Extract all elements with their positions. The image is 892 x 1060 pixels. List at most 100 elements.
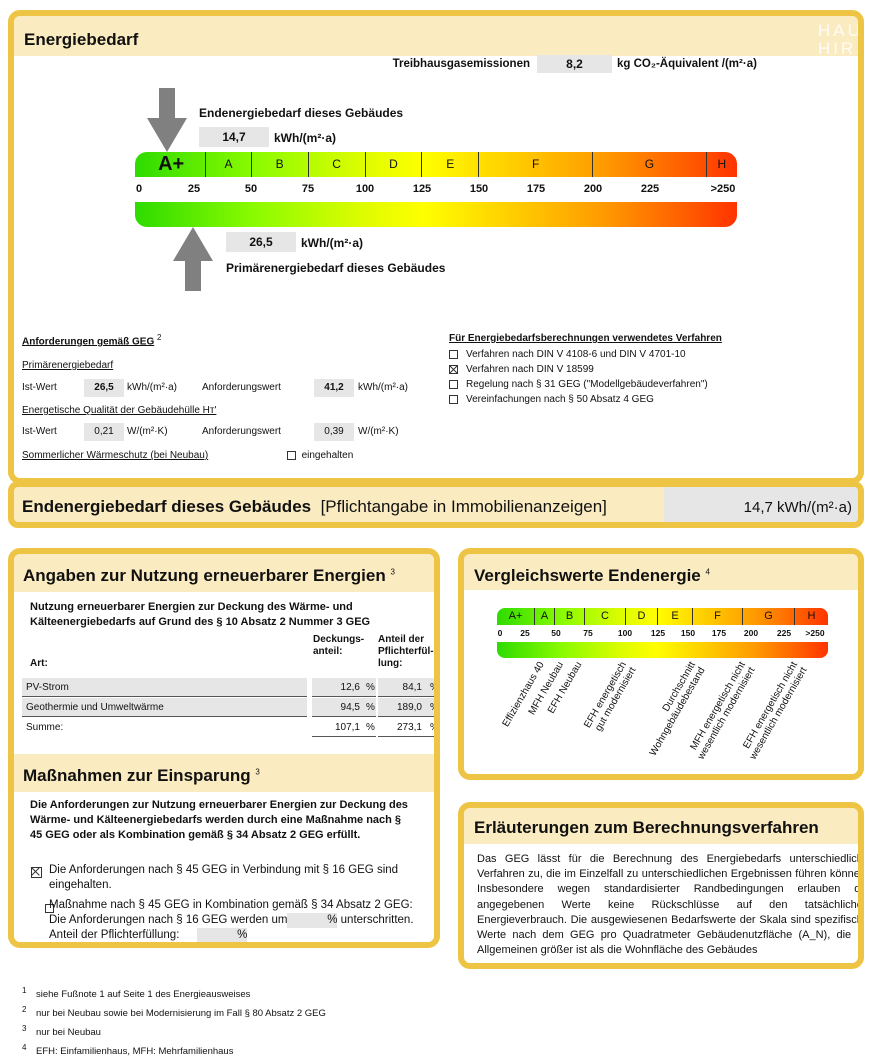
comparison-class-b: B: [554, 608, 584, 625]
footnote: 4 EFH: Einfamilienhaus, MFH: Mehrfamilien…: [22, 1040, 326, 1059]
prim-anf-value: 41,2: [314, 379, 354, 397]
scale-tick: 25: [187, 183, 201, 195]
summary-value: 14,7 kWh/(m²·a): [664, 487, 858, 522]
energy-class-a-plus: A+: [158, 153, 185, 175]
art-cell: Geothermie und Umweltwärme: [22, 698, 307, 717]
verfahren-option-label: Verfahren nach DIN V 18599: [466, 364, 594, 375]
massnahmen-title: Maßnahmen zur Einsparung: [23, 766, 251, 785]
prim-unit: kWh/(m²·a): [127, 382, 177, 393]
energy-class-scale: A+ A B C D E F G H: [135, 152, 737, 177]
end-unit: kWh/(m²·a): [274, 131, 336, 145]
opt1-checkbox[interactable]: [31, 866, 42, 878]
comparison-tick: 25: [520, 628, 530, 638]
comparison-tick: 150: [680, 628, 696, 638]
anteil-unit: %: [426, 718, 434, 737]
verfahren-option[interactable]: Regelung nach § 31 GEG ("Modellgebäudeve…: [449, 377, 849, 392]
verfahren-checkbox[interactable]: [449, 364, 458, 374]
renewables-panel: Angaben zur Nutzung erneuerbarer Energie…: [8, 548, 440, 948]
comparison-class-c: C: [584, 608, 625, 625]
verfahren-checkbox[interactable]: [449, 349, 458, 359]
verfahren-option-label: Regelung nach § 31 GEG ("Modellgebäudeve…: [466, 379, 708, 390]
verfahren-option[interactable]: Vereinfachungen nach § 50 Absatz 4 GEG: [449, 392, 849, 407]
ht-anf-value: 0,39: [314, 423, 354, 441]
energiebedarf-panel: Energiebedarf HAUS HIRSCH: [8, 10, 864, 484]
energy-class-g: G: [592, 152, 706, 177]
vergleich-title: Vergleichswerte Endenergie: [474, 566, 701, 585]
prim-anf-unit: kWh/(m²·a): [358, 382, 408, 393]
deckung-unit: %: [362, 678, 376, 697]
verfahren-checkbox[interactable]: [449, 379, 458, 389]
ht-anf-label: Anforderungswert: [202, 426, 281, 437]
unter-percent-field[interactable]: %: [287, 913, 338, 928]
summary-note: [Pflichtangabe in Immobilienanzeigen]: [320, 497, 607, 516]
end-arrow-icon: [147, 88, 187, 152]
ht-ist-value: 0,21: [84, 423, 124, 441]
scale-tick: >250: [710, 183, 736, 195]
summary-label: Endenergiebedarf dieses Gebäudes: [22, 497, 312, 516]
primary-unit: kWh/(m²·a): [301, 236, 363, 250]
energy-class-e: E: [421, 152, 478, 177]
comparison-class-a-plus: A+: [508, 610, 523, 622]
footnote: 2 nur bei Neubau sowie bei Modernisierung…: [22, 1002, 326, 1021]
verfahren-checkbox[interactable]: [449, 394, 458, 404]
scale-tick: 50: [244, 183, 258, 195]
logo-watermark: HAUS HIRSCH: [818, 21, 863, 58]
footnote-text: EFH: Einfamilienhaus, MFH: Mehrfamilienh…: [36, 1046, 234, 1058]
footnote-number: 2: [22, 1005, 27, 1015]
scale-tick: 200: [583, 183, 603, 195]
opt2-checkbox[interactable]: [45, 903, 55, 913]
scale-tick: 175: [526, 183, 546, 195]
massnahmen-intro: Die Anforderungen zur Nutzung erneuerbar…: [30, 799, 408, 841]
deckung-unit: %: [362, 718, 376, 737]
deckung-unit: %: [362, 698, 376, 717]
footnote: 1 siehe Fußnote 1 auf Seite 1 des Energie…: [22, 983, 326, 1002]
footnote-text: siehe Fußnote 1 auf Seite 1 des Energiea…: [36, 989, 251, 1001]
deckung-cell: 94,5: [312, 698, 362, 717]
summer-label: Sommerlicher Wärmeschutz (bei Neubau): [22, 450, 209, 461]
pflicht-percent-field[interactable]: %: [197, 928, 248, 942]
energy-class-b: B: [250, 152, 308, 177]
ghg-value: 8,2: [537, 55, 612, 73]
primary-energy-gradient-bar: [135, 202, 737, 227]
comparison-tick: 225: [776, 628, 792, 638]
prim-ist-value: 26,5: [84, 379, 124, 397]
verfahren-option[interactable]: Verfahren nach DIN V 18599: [449, 362, 849, 377]
vergleich-panel: Vergleichswerte Endenergie 4: [458, 548, 864, 780]
opt2-text-b: unterschritten. Anteil der Pflichterfüll…: [49, 914, 414, 941]
comparison-tick: 200: [743, 628, 759, 638]
comparison-class-h: H: [794, 608, 828, 625]
comparison-scale: A+ A B C D E F G H: [497, 608, 828, 625]
comparison-class-e: E: [657, 608, 692, 625]
anteil-cell: 84,1: [378, 678, 426, 697]
ht-ist-label: Ist-Wert: [22, 426, 57, 437]
prim-anf-label: Anforderungswert: [202, 382, 281, 393]
ht-anf-unit: W/(m²·K): [358, 426, 399, 437]
col-art: Art:: [30, 658, 48, 669]
verfahren-option[interactable]: Verfahren nach DIN V 4108-6 und DIN V 47…: [449, 347, 849, 362]
renewables-subtitle: Nutzung erneuerbarer Energien zur Deckun…: [30, 601, 371, 628]
ht-unit: W/(m²·K): [127, 426, 168, 437]
massnahmen-header: Maßnahmen zur Einsparung 3: [14, 754, 434, 792]
comparison-tick: 75: [583, 628, 593, 638]
footnote-text: nur bei Neubau sowie bei Modernisierung …: [36, 1008, 326, 1020]
comparison-class-g: G: [742, 608, 794, 625]
ghg-label: Treibhausgasemissionen: [392, 58, 530, 70]
energy-class-h: H: [705, 152, 737, 177]
comparison-tick: 50: [551, 628, 561, 638]
footnote-number: 4: [22, 1043, 27, 1053]
energy-class-d: D: [364, 152, 422, 177]
primary-arrow-icon: [173, 227, 213, 291]
comparison-class-d: D: [625, 608, 657, 625]
vergleich-footnote-ref: 4: [705, 567, 710, 577]
req-title: Anforderungen gemäß GEG: [22, 336, 155, 348]
art-cell: PV-Strom: [22, 678, 307, 697]
requirements-section: Anforderungen gemäß GEG 2 Primärenergieb…: [22, 333, 432, 463]
deckung-cell: 107,1: [312, 718, 362, 737]
end-value: 14,7: [199, 127, 269, 147]
summer-checkbox[interactable]: [287, 450, 296, 460]
primary-label: Primärenergiebedarf dieses Gebäudes: [226, 261, 446, 275]
summer-check-label: eingehalten: [301, 450, 354, 461]
primary-value: 26,5: [226, 232, 296, 252]
deckung-cell: 12,6: [312, 678, 362, 697]
comparison-tick: 0: [497, 628, 503, 638]
